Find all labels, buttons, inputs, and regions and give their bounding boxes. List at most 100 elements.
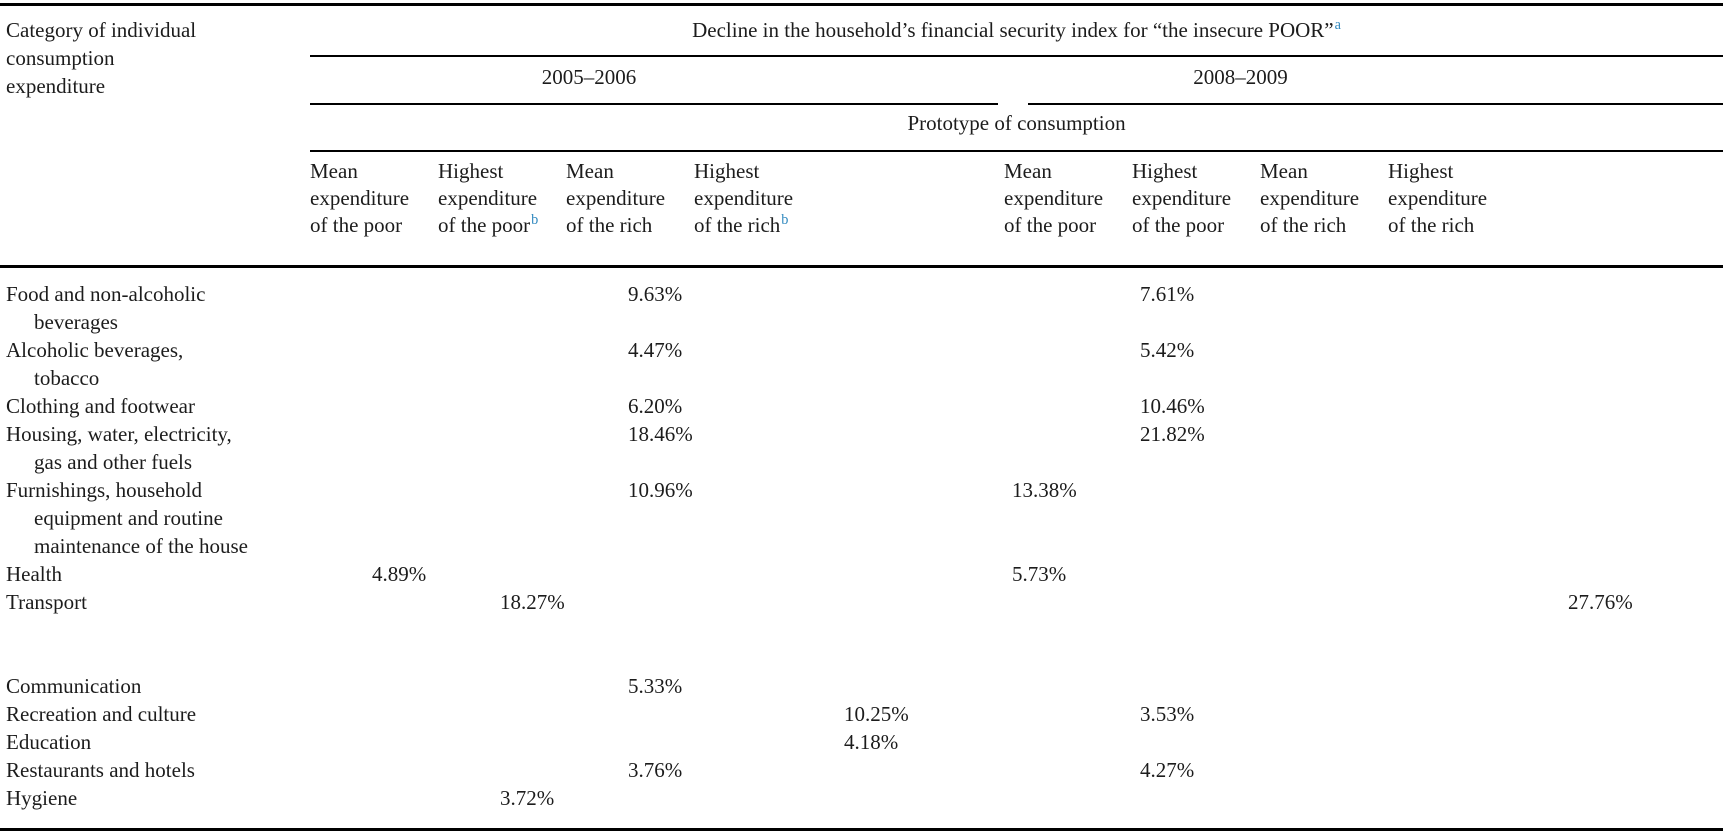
cell-value bbox=[310, 756, 438, 784]
row-category: Alcoholic beverages, tobacco bbox=[6, 338, 184, 390]
cell-value bbox=[1388, 672, 1723, 700]
cell-value bbox=[694, 267, 1004, 337]
cell-value bbox=[310, 672, 438, 700]
cell-value bbox=[438, 728, 566, 756]
row-category: Health bbox=[6, 562, 62, 586]
cell-value: 7.61% bbox=[1140, 282, 1195, 306]
table-title-text: Decline in the household’s financial sec… bbox=[692, 18, 1334, 42]
cell-value bbox=[438, 476, 566, 560]
cell-value bbox=[694, 560, 1004, 588]
cell-value: 5.42% bbox=[1140, 338, 1195, 362]
cell-value bbox=[438, 336, 566, 392]
table-row-health: Health 4.89% 5.73% bbox=[0, 560, 1723, 588]
category-column-header: Category of individual consumption expen… bbox=[0, 4, 310, 268]
cell-value bbox=[1132, 476, 1260, 560]
table-row-communication: Communication 5.33% bbox=[0, 672, 1723, 700]
row-category: Communication bbox=[6, 674, 142, 698]
cell-value: 27.76% bbox=[1568, 590, 1633, 614]
period-label: 2008–2009 bbox=[1028, 57, 1723, 105]
cell-value: 10.96% bbox=[628, 478, 693, 502]
cell-value: 6.20% bbox=[628, 394, 683, 418]
cell-value bbox=[694, 392, 1004, 420]
consumption-decline-table: Category of individual consumption expen… bbox=[0, 3, 1723, 831]
cell-value bbox=[1004, 700, 1132, 728]
cell-value bbox=[1388, 784, 1723, 812]
cell-value bbox=[310, 267, 438, 337]
period-row: 2005–2006 2008–2009 bbox=[0, 56, 1723, 105]
table-row-clothing: Clothing and footwear 6.20% 10.46% bbox=[0, 392, 1723, 420]
cell-value: 9.63% bbox=[628, 282, 683, 306]
cell-value bbox=[1260, 588, 1388, 616]
cell-value: 18.46% bbox=[628, 422, 693, 446]
spacer-row bbox=[0, 616, 1723, 672]
table-row-furnishings: Furnishings, household equipment and rou… bbox=[0, 476, 1723, 560]
cell-value bbox=[694, 336, 1004, 392]
cell-value bbox=[1388, 392, 1723, 420]
cell-value: 10.25% bbox=[844, 702, 909, 726]
cell-value: 5.73% bbox=[1012, 562, 1067, 586]
cell-value bbox=[1004, 336, 1132, 392]
cell-value bbox=[1004, 420, 1132, 476]
cell-value bbox=[1132, 560, 1260, 588]
cell-value: 3.72% bbox=[500, 786, 555, 810]
title-row: Category of individual consumption expen… bbox=[0, 4, 1723, 268]
cell-value: 21.82% bbox=[1140, 422, 1205, 446]
table-row-recreation: Recreation and culture 10.25% 3.53% bbox=[0, 700, 1723, 728]
cell-value bbox=[438, 267, 566, 337]
cell-value bbox=[1260, 476, 1388, 560]
col-highest-poor-0506: Highest expenditure of the poorb bbox=[438, 151, 566, 268]
cell-value bbox=[1260, 672, 1388, 700]
footnote-ref-b[interactable]: b bbox=[781, 212, 789, 228]
cell-value: 4.89% bbox=[372, 562, 427, 586]
table-row-food: Food and non-alcoholic beverages 9.63% 7… bbox=[0, 267, 1723, 337]
cell-value: 3.76% bbox=[628, 758, 683, 782]
row-category: Education bbox=[6, 730, 92, 754]
table-row-hygiene: Hygiene 3.72% bbox=[0, 784, 1723, 812]
cell-value bbox=[1388, 476, 1723, 560]
cell-value bbox=[566, 588, 694, 616]
cell-value bbox=[1132, 728, 1260, 756]
cell-value bbox=[310, 336, 438, 392]
cell-value bbox=[566, 700, 694, 728]
col-mean-poor-0809: Mean expenditure of the poor bbox=[1004, 151, 1132, 268]
cell-value bbox=[1260, 560, 1388, 588]
cell-value bbox=[694, 588, 1004, 616]
cell-value: 10.46% bbox=[1140, 394, 1205, 418]
cell-value bbox=[310, 420, 438, 476]
cell-value bbox=[438, 392, 566, 420]
cell-value bbox=[310, 476, 438, 560]
row-category: Recreation and culture bbox=[6, 702, 197, 726]
col-mean-poor-0506: Mean expenditure of the poor bbox=[310, 151, 438, 268]
cell-value bbox=[1004, 784, 1132, 812]
cell-value bbox=[1132, 588, 1260, 616]
cell-value bbox=[438, 756, 566, 784]
footnote-ref-a[interactable]: a bbox=[1334, 17, 1341, 33]
cell-value bbox=[310, 784, 438, 812]
cell-value bbox=[694, 756, 1004, 784]
cell-value: 13.38% bbox=[1012, 478, 1077, 502]
cell-value bbox=[1260, 267, 1388, 337]
cell-value bbox=[438, 700, 566, 728]
period-2005-2006: 2005–2006 bbox=[310, 56, 1004, 105]
cell-value bbox=[1260, 784, 1388, 812]
row-category: Food and non-alcoholic beverages bbox=[6, 282, 206, 334]
cell-value bbox=[694, 420, 1004, 476]
cell-value bbox=[1132, 672, 1260, 700]
cell-value: 18.27% bbox=[500, 590, 565, 614]
cell-value bbox=[1004, 672, 1132, 700]
table-row-education: Education 4.18% bbox=[0, 728, 1723, 756]
cell-value bbox=[1004, 392, 1132, 420]
cell-value bbox=[438, 672, 566, 700]
column-header-row: Mean expenditure of the poor Highest exp… bbox=[0, 151, 1723, 268]
col-highest-rich-0809: Highest expenditure of the rich bbox=[1388, 151, 1723, 268]
table-row-housing: Housing, water, electricity, gas and oth… bbox=[0, 420, 1723, 476]
cell-value bbox=[1388, 756, 1723, 784]
cell-value bbox=[1388, 420, 1723, 476]
cell-value bbox=[1260, 700, 1388, 728]
footnote-ref-b[interactable]: b bbox=[531, 212, 539, 228]
cell-value bbox=[310, 588, 438, 616]
cell-value bbox=[1004, 588, 1132, 616]
col-mean-rich-0506: Mean expenditure of the rich bbox=[566, 151, 694, 268]
cell-value bbox=[1260, 336, 1388, 392]
row-category: Clothing and footwear bbox=[6, 394, 195, 418]
